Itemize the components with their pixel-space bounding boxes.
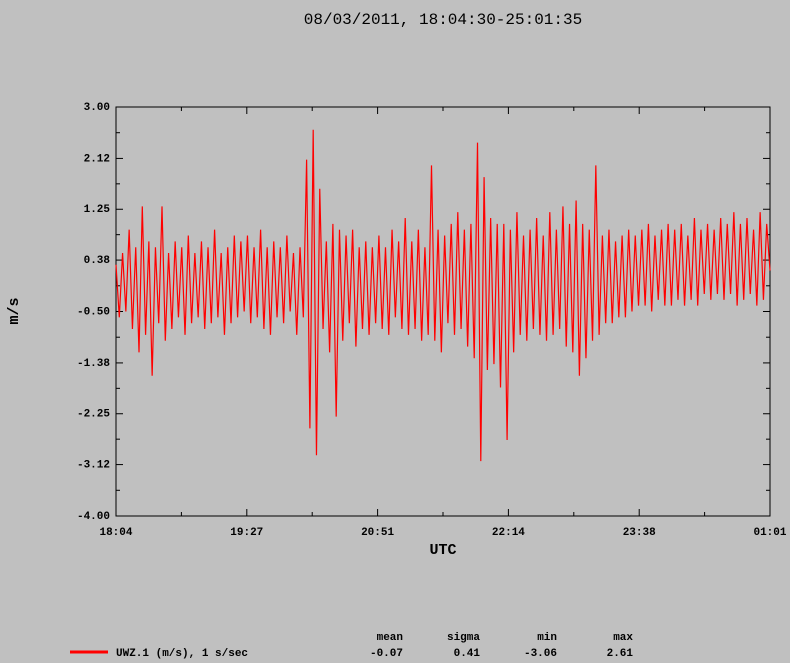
stat-header: max <box>613 632 633 644</box>
y-tick-label: -0.50 <box>77 306 110 318</box>
stat-header: mean <box>377 632 403 644</box>
stat-header: min <box>537 632 557 644</box>
y-tick-label: -1.38 <box>77 358 110 370</box>
signal-line <box>115 129 771 462</box>
x-tick-label: 18:04 <box>99 527 132 539</box>
x-tick-label: 19:27 <box>230 527 263 539</box>
x-tick-label: 01:01 <box>753 527 786 539</box>
y-tick-label: 1.25 <box>84 204 111 216</box>
y-tick-label: -3.12 <box>77 459 110 471</box>
stat-value: 2.61 <box>607 648 634 660</box>
stat-value: -3.06 <box>524 648 557 660</box>
x-tick-label: 23:38 <box>623 527 656 539</box>
chart-title: 08/03/2011, 18:04:30-25:01:35 <box>304 11 582 29</box>
y-tick-label: 2.12 <box>84 153 110 165</box>
stat-value: 0.41 <box>454 648 481 660</box>
x-axis-label: UTC <box>429 542 456 559</box>
x-tick-label: 22:14 <box>492 527 525 539</box>
y-tick-label: -2.25 <box>77 409 110 421</box>
y-axis-label: m/s <box>6 297 23 324</box>
stat-value: -0.07 <box>370 648 403 660</box>
y-tick-label: 3.00 <box>84 102 110 114</box>
stat-header: sigma <box>447 632 480 644</box>
y-tick-label: 0.38 <box>84 255 111 267</box>
legend-label: UWZ.1 (m/s), 1 s/sec <box>116 648 248 660</box>
x-tick-label: 20:51 <box>361 527 394 539</box>
y-tick-label: -4.00 <box>77 511 110 523</box>
